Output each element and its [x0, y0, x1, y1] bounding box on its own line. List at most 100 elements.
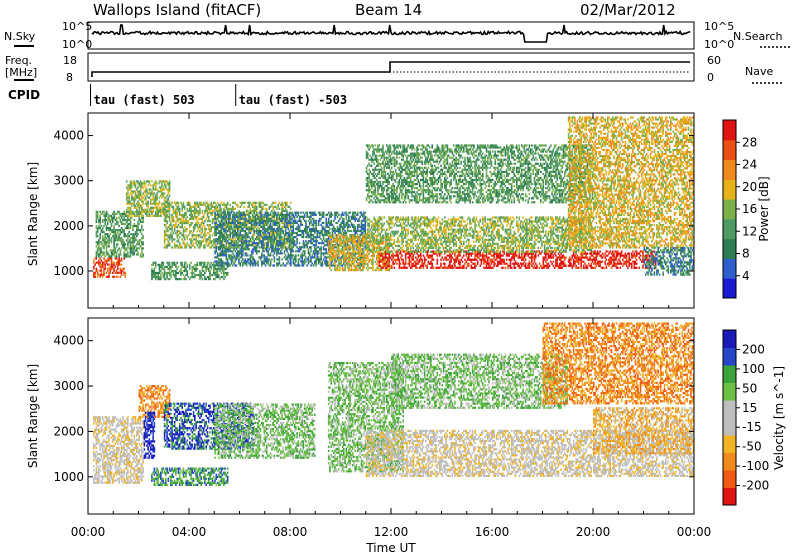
echo-cell	[115, 275, 118, 278]
echo-cell	[363, 254, 365, 257]
echo-cell	[340, 231, 343, 235]
echo-cell	[119, 275, 122, 278]
echo-cell	[242, 240, 244, 243]
echo-cell	[254, 203, 257, 206]
echo-cell	[239, 220, 242, 223]
echo-cell	[330, 262, 332, 265]
echo-cell	[311, 254, 314, 257]
echo-cell	[190, 276, 192, 279]
echo-cell	[276, 230, 278, 233]
echo-cell	[94, 263, 96, 266]
echo-cell	[386, 266, 388, 269]
echo-cell	[142, 186, 144, 189]
echo-cell	[317, 256, 320, 259]
echo-cell	[319, 260, 321, 263]
echo-cell	[306, 213, 308, 216]
echo-cell	[219, 267, 221, 270]
echo-cell	[329, 223, 331, 226]
echo-cell	[404, 260, 407, 263]
echo-cell	[261, 246, 263, 249]
echo-cell	[224, 252, 226, 255]
echo-cell	[214, 260, 216, 263]
echo-cell	[138, 247, 141, 250]
echo-cell	[266, 207, 268, 210]
echo-cell	[209, 224, 211, 227]
echo-cell	[183, 207, 186, 210]
echo-cell	[196, 273, 199, 277]
echo-cell	[175, 246, 177, 249]
echo-cell	[138, 190, 141, 193]
echo-cell	[268, 264, 271, 267]
echo-cell	[103, 245, 105, 248]
echo-cell	[341, 213, 344, 216]
echo-cell	[356, 240, 359, 243]
echo-cell	[104, 220, 106, 224]
echo-cell	[196, 203, 199, 206]
echo-cell	[360, 219, 363, 222]
echo-cell	[290, 232, 292, 235]
echo-cell	[308, 240, 311, 243]
echo-cell	[253, 211, 255, 214]
echo-cell	[276, 231, 278, 235]
echo-cell	[213, 226, 215, 229]
echo-cell	[118, 212, 120, 215]
echo-cell	[105, 241, 108, 244]
echo-cell	[262, 227, 264, 231]
echo-cell	[129, 182, 132, 185]
echo-cell	[278, 244, 281, 247]
echo-cell	[182, 269, 185, 273]
echo-cell	[200, 273, 202, 277]
echo-cell	[165, 196, 167, 199]
echo-cell	[104, 212, 106, 215]
echo-cell	[132, 182, 134, 185]
echo-cell	[213, 267, 215, 270]
echo-cell	[147, 196, 149, 199]
echo-cell	[277, 221, 279, 224]
echo-cell	[143, 198, 146, 201]
echo-cell	[327, 211, 330, 214]
echo-cell	[165, 226, 167, 229]
echo-cell	[286, 258, 288, 261]
echo-cell	[175, 263, 177, 266]
noise-right-ytick-low: 10^0	[704, 38, 734, 51]
echo-cell	[173, 269, 176, 273]
echo-cell	[148, 192, 151, 195]
echo-cell	[242, 229, 244, 233]
echo-cell	[317, 258, 320, 261]
echo-cell	[219, 231, 221, 235]
echo-cell	[268, 240, 271, 243]
echo-cell	[348, 219, 350, 222]
echo-cell	[101, 245, 104, 248]
echo-cell	[175, 201, 177, 204]
echo-cell	[359, 266, 361, 270]
echo-cell	[253, 207, 255, 210]
echo-cell	[237, 254, 239, 257]
echo-cell	[109, 267, 112, 270]
echo-cell	[200, 271, 202, 275]
echo-cell	[144, 186, 147, 189]
echo-cell	[221, 260, 224, 263]
echo-cell	[176, 232, 178, 235]
echo-cell	[284, 219, 287, 222]
echo-cell	[258, 246, 260, 249]
echo-cell	[191, 222, 194, 225]
echo-cell	[259, 221, 262, 224]
echo-cell	[349, 236, 351, 239]
echo-cell	[134, 239, 137, 242]
echo-cell	[286, 211, 288, 214]
echo-cell	[276, 207, 278, 210]
echo-cell	[176, 211, 178, 215]
echo-cell	[248, 201, 250, 204]
echo-cell	[345, 254, 348, 257]
echo-cell	[264, 242, 267, 245]
echo-cell	[110, 259, 113, 262]
echo-cell	[238, 209, 240, 212]
echo-cell	[160, 265, 162, 268]
echo-cell	[248, 203, 250, 206]
echo-cell	[180, 267, 182, 270]
echo-cell	[272, 231, 274, 235]
echo-cell	[192, 242, 195, 245]
echo-cell	[341, 225, 344, 228]
echo-cell	[172, 238, 175, 241]
echo-cell	[185, 222, 187, 225]
